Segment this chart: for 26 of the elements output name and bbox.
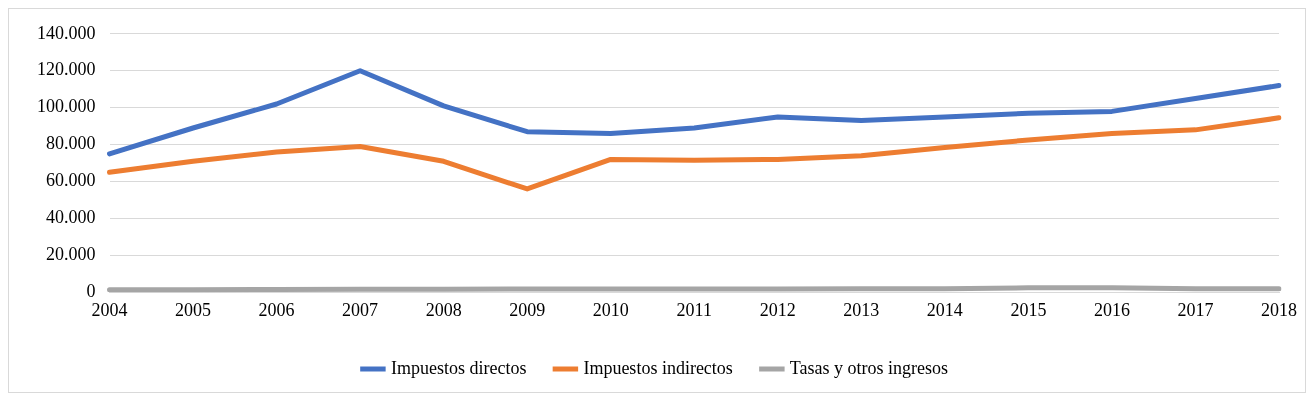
y-tick-label: 60.000 [46,170,96,191]
y-tick-label: 80.000 [46,133,96,154]
y-tick-label: 40.000 [46,207,96,228]
x-tick-label: 2008 [425,299,462,320]
legend-label: Impuestos indirectos [583,357,733,378]
x-tick-label: 2014 [926,299,963,320]
x-tick-label: 2010 [592,299,629,320]
x-tick-label: 2012 [759,299,796,320]
x-tick-label: 2005 [175,299,212,320]
x-tick-label: 2011 [676,299,712,320]
x-tick-label: 2006 [258,299,295,320]
x-tick-label: 2018 [1261,299,1297,320]
legend-label: Tasas y otros ingresos [789,357,949,378]
x-tick-label: 2017 [1177,299,1214,320]
x-tick-label: 2009 [509,299,546,320]
x-tick-label: 2016 [1093,299,1130,320]
legend-label: Impuestos directos [390,357,527,378]
y-tick-label: 120.000 [37,59,96,80]
x-tick-label: 2013 [843,299,880,320]
y-tick-label: 140.000 [37,22,96,43]
y-tick-label: 100.000 [37,96,96,117]
x-tick-label: 2007 [342,299,379,320]
y-tick-label: 0 [86,281,96,302]
y-tick-label: 20.000 [46,244,96,265]
x-tick-label: 2004 [91,299,128,320]
x-tick-label: 2015 [1010,299,1047,320]
